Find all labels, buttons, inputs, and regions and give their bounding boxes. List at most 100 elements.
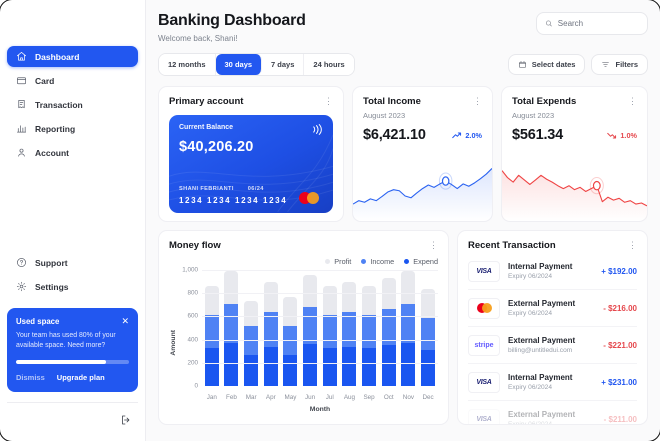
bar-segment-profit — [362, 286, 377, 315]
y-tick-label: 800 — [187, 289, 198, 297]
legend-dot — [404, 259, 410, 264]
transaction-row[interactable]: VISA Internal Payment Expiry 06/2024 + $192… — [468, 253, 637, 290]
expends-sparkline-chart — [502, 149, 647, 221]
kebab-menu-icon[interactable]: ⋮ — [324, 96, 333, 106]
x-axis-title: Month — [309, 406, 331, 413]
x-axis-ticks: Jan Feb Mar Apr May Jun Jul Aug Sep Oct Nov Dec — [202, 391, 438, 403]
search-input[interactable] — [557, 19, 639, 28]
sidebar-item-card[interactable]: Card — [7, 70, 138, 91]
sidebar-item-transaction[interactable]: Transaction — [7, 94, 138, 115]
bar-segment-profit — [263, 281, 278, 312]
legend-label: Income — [370, 257, 395, 266]
bar-aug — [342, 281, 357, 386]
mastercard-logo-icon — [476, 303, 492, 313]
bar-segment-income — [204, 314, 219, 349]
x-tick-label: Nov — [402, 394, 414, 401]
card-holder-name: SHANI FEBRIANTI — [179, 186, 234, 192]
trend-down-icon — [607, 132, 617, 138]
gridline — [202, 270, 438, 271]
kebab-menu-icon[interactable]: ⋮ — [628, 96, 637, 106]
total-income-value: $6,421.10 — [363, 127, 426, 143]
used-space-panel: Used space ✕ Your team has used 80% of y… — [7, 308, 138, 392]
filters-button[interactable]: Filters — [591, 54, 648, 75]
x-tick-label: Aug — [343, 394, 356, 401]
x-tick-label: Jan — [206, 394, 217, 401]
money-flow-plot — [202, 270, 438, 386]
transaction-row[interactable]: External Payment Expiry 06/2024 - $216.00 — [468, 290, 637, 327]
bar-segment-income — [342, 311, 357, 347]
select-dates-button[interactable]: Select dates — [507, 54, 586, 75]
bar-jun — [303, 274, 318, 386]
x-tick-label: May — [284, 394, 297, 401]
transaction-subtitle: Expiry 06/2024 — [508, 384, 552, 392]
tab-7-days[interactable]: 7 days — [262, 54, 305, 75]
page-title: Banking Dashboard — [158, 12, 306, 29]
x-tick-label: Jul — [325, 394, 334, 401]
bar-segment-profit — [401, 270, 416, 304]
income-change-value: 2.0% — [465, 130, 482, 140]
bar-segment-income — [362, 314, 377, 348]
transaction-logo-box: VISA — [468, 371, 500, 393]
transaction-row[interactable]: VISA External Payment Expiry 06/2024 - $211… — [468, 401, 637, 425]
current-balance-value: $40,206.20 — [179, 139, 254, 155]
bar-segment-profit — [204, 286, 219, 315]
legend-item-profit: Profit — [325, 257, 351, 266]
credit-card-icon — [17, 77, 26, 85]
kebab-menu-icon[interactable]: ⋮ — [628, 240, 637, 250]
upgrade-plan-button[interactable]: Upgrade plan — [56, 373, 105, 382]
bar-segment-income — [381, 309, 396, 346]
sidebar-item-support[interactable]: Support — [7, 252, 138, 273]
bar-segment-income — [263, 311, 278, 347]
transaction-subtitle: Expiry 06/2024 — [508, 310, 552, 318]
bar-segment-expend — [381, 345, 396, 386]
income-period: August 2023 — [363, 111, 406, 120]
transaction-subtitle: Expiry 06/2024 — [508, 421, 552, 425]
bar-segment-expend — [362, 347, 377, 386]
credit-card: Current Balance $40,206.20 SHANI FEBRIAN… — [169, 115, 333, 213]
summary-cards-row: Primary account ⋮ Current Balance — [158, 86, 648, 222]
transaction-title: External Payment — [508, 298, 576, 308]
sidebar-item-reporting[interactable]: Reporting — [7, 118, 138, 139]
welcome-message: Welcome back, Shani! — [158, 34, 238, 43]
kebab-menu-icon[interactable]: ⋮ — [429, 240, 438, 250]
filters-label: Filters — [615, 60, 638, 69]
balance-label: Current Balance — [179, 124, 234, 131]
transaction-title: Internal Payment — [508, 372, 573, 382]
close-icon[interactable]: ✕ — [121, 316, 129, 326]
controls-row: 12 months 30 days 7 days 24 hours Select… — [158, 53, 648, 76]
x-tick-label: Sep — [363, 394, 375, 401]
sidebar-spacer — [7, 166, 138, 252]
bar-dec — [421, 289, 436, 386]
visa-logo-icon: VISA — [476, 415, 492, 423]
tab-30-days[interactable]: 30 days — [215, 54, 263, 75]
primary-account-title: Primary account — [169, 96, 244, 107]
tab-12-months[interactable]: 12 months — [159, 54, 216, 75]
gridline — [202, 362, 438, 364]
gridline — [202, 293, 438, 295]
bar-segment-expend — [401, 342, 416, 386]
used-space-progress-fill — [16, 360, 107, 364]
bar-segment-expend — [322, 347, 337, 386]
sidebar-item-settings[interactable]: Settings — [7, 276, 138, 297]
bar-segment-income — [224, 303, 239, 343]
dismiss-button[interactable]: Dismiss — [16, 373, 45, 382]
sidebar-item-account[interactable]: Account — [7, 142, 138, 163]
gridline — [202, 339, 438, 341]
transaction-row[interactable]: stripe External Payment billing@untitledui… — [468, 327, 637, 364]
legend-label: Profit — [334, 257, 352, 266]
bar-segment-expend — [224, 342, 239, 386]
tab-24-hours[interactable]: 24 hours — [304, 54, 354, 75]
y-axis-title: Amount — [170, 329, 177, 356]
total-expends-title: Total Expends — [512, 96, 577, 107]
stripe-logo-icon: stripe — [474, 341, 494, 349]
expends-period: August 2023 — [512, 111, 555, 120]
kebab-menu-icon[interactable]: ⋮ — [473, 96, 482, 106]
sidebar-logo-area — [7, 8, 138, 46]
search-box[interactable] — [536, 12, 648, 35]
logout-button[interactable] — [120, 413, 132, 431]
mastercard-logo-icon — [299, 191, 323, 205]
sidebar-item-dashboard[interactable]: Dashboard — [7, 46, 138, 67]
main-content: Banking Dashboard Welcome back, Shani! 1… — [146, 0, 660, 441]
transaction-row[interactable]: VISA Internal Payment Expiry 06/2024 + $231… — [468, 364, 637, 401]
x-tick-label: Oct — [383, 394, 394, 401]
